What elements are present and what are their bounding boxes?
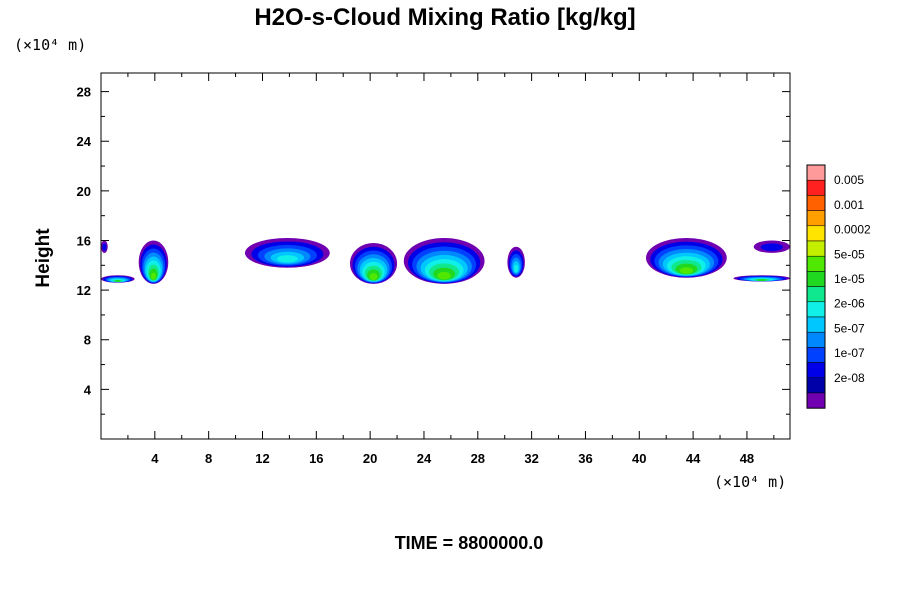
x-tick-label: 36 xyxy=(578,451,592,466)
y-tick-label: 16 xyxy=(77,233,91,248)
colorbar-swatch xyxy=(806,316,826,333)
cloud-contour-band xyxy=(760,243,784,252)
y-axis-label: Height xyxy=(33,228,54,288)
colorbar-label: 0.0002 xyxy=(834,223,871,237)
y-tick-label: 4 xyxy=(84,382,92,397)
colorbar-swatch xyxy=(806,225,826,242)
cloud-contour-band xyxy=(514,264,519,273)
colorbar-swatch xyxy=(806,377,826,394)
y-unit-label: (×10⁴ m) xyxy=(14,36,86,54)
cloud-contour-band xyxy=(679,267,694,274)
colorbar-swatch xyxy=(806,179,826,196)
cloud-contour-band xyxy=(756,279,767,282)
cloud-contour-band xyxy=(437,271,451,280)
colorbar-swatch xyxy=(806,271,826,287)
x-tick-label: 12 xyxy=(255,451,269,466)
colorbar-swatch xyxy=(806,347,826,363)
cloud-contour-band xyxy=(102,243,107,252)
colorbar-swatch xyxy=(806,331,826,348)
cloud-contour-band xyxy=(151,272,156,280)
x-tick-label: 40 xyxy=(632,451,646,466)
cloud-contour-band xyxy=(369,273,378,280)
y-tick-label: 20 xyxy=(77,184,91,199)
colorbar-swatch xyxy=(806,210,826,227)
colorbar-swatch xyxy=(806,286,826,303)
colorbar-swatch xyxy=(806,164,826,181)
y-axis: 4 8 12 16 20 24 28 xyxy=(77,85,790,415)
y-tick-label: 8 xyxy=(84,333,91,348)
y-tick-label: 28 xyxy=(77,85,91,100)
colorbar-label: 5e-07 xyxy=(834,321,865,335)
colorbar-swatch xyxy=(806,255,826,272)
y-tick-label: 24 xyxy=(77,134,92,149)
chart-title: H2O-s-Cloud Mixing Ratio [kg/kg] xyxy=(254,4,635,31)
colorbar-label: 2e-06 xyxy=(834,297,865,311)
colorbar-label: 1e-05 xyxy=(834,272,865,286)
x-tick-label: 32 xyxy=(524,451,538,466)
x-tick-label: 20 xyxy=(363,451,377,466)
x-tick-label: 48 xyxy=(740,451,754,466)
x-tick-label: 16 xyxy=(309,451,323,466)
y-tick-label: 12 xyxy=(77,283,91,298)
colorbar-swatch xyxy=(806,195,826,211)
x-tick-label: 4 xyxy=(151,451,159,466)
x-axis: 4 8 12 16 20 24 28 32 36 40 44 48 xyxy=(127,73,775,466)
colorbar-swatch xyxy=(806,240,826,257)
cloud-contour-band xyxy=(114,280,121,283)
cloud-contours xyxy=(101,238,790,284)
colorbar-swatch xyxy=(806,362,826,379)
colorbar-label: 0.001 xyxy=(834,198,864,212)
colorbar-label: 1e-07 xyxy=(834,346,865,360)
time-label: TIME = 8800000.0 xyxy=(395,533,544,553)
colorbar: 0.005 0.001 0.0002 5e-05 1e-05 2e-06 5e-07 1e-0… xyxy=(806,164,871,409)
x-tick-label: 28 xyxy=(471,451,485,466)
colorbar-frame xyxy=(806,164,826,409)
colorbar-label: 0.005 xyxy=(834,173,864,187)
x-tick-label: 24 xyxy=(417,451,432,466)
cloud-contour-band xyxy=(277,255,298,263)
x-tick-label: 44 xyxy=(686,451,701,466)
colorbar-swatch xyxy=(806,392,826,409)
x-tick-label: 8 xyxy=(205,451,212,466)
plot-frame xyxy=(100,72,791,440)
colorbar-label: 5e-05 xyxy=(834,247,865,261)
colorbar-swatch xyxy=(806,301,826,318)
colorbar-label: 2e-08 xyxy=(834,371,865,385)
x-unit-label: (×10⁴ m) xyxy=(714,473,786,491)
